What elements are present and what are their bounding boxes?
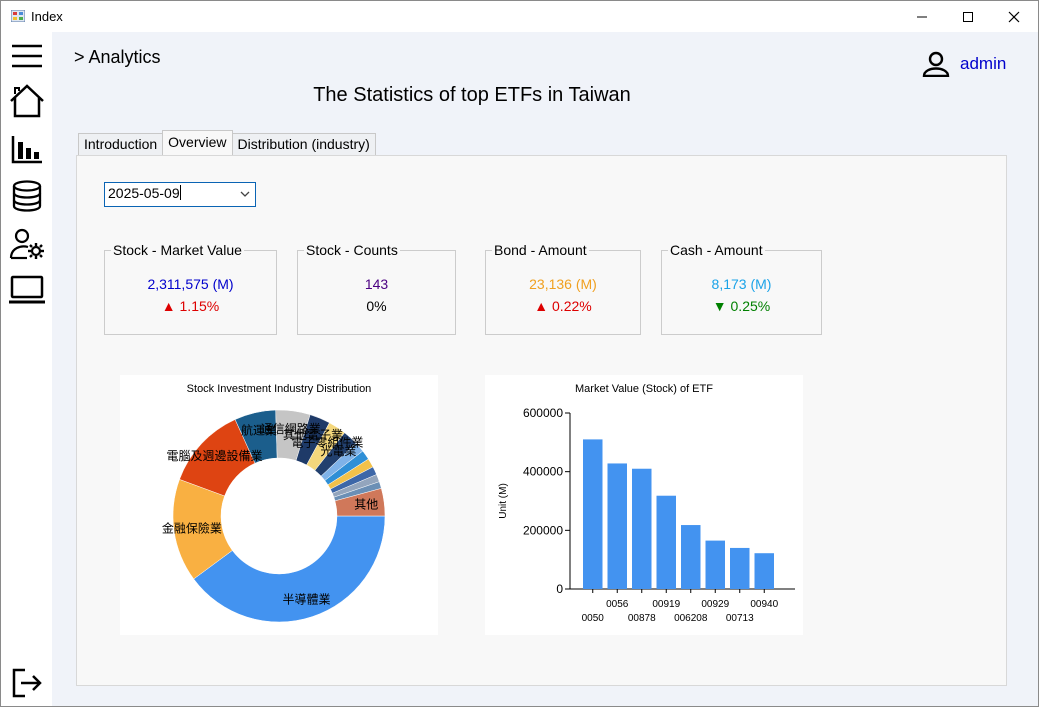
- stat-value: 2,311,575 (M): [147, 276, 234, 292]
- x-tick-label: 00940: [750, 599, 778, 610]
- sidebar-item-home[interactable]: [7, 82, 47, 120]
- chart-title: Stock Investment Industry Distribution: [186, 383, 372, 395]
- bar: [583, 439, 603, 589]
- stat-title: Stock - Market Value: [111, 242, 244, 258]
- menu-button[interactable]: [7, 37, 47, 75]
- stat-value: 8,173 (M): [711, 276, 772, 292]
- laptop-icon: [9, 275, 45, 304]
- stat-value: 143: [364, 276, 389, 292]
- chevron-down-icon: [240, 191, 250, 197]
- close-button[interactable]: [991, 1, 1037, 32]
- market-value-bar-chart: Market Value (Stock) of ETF 0 200000 40000…: [485, 375, 803, 635]
- y-tick-label: 400000: [523, 465, 563, 479]
- x-tick-label: 00929: [701, 599, 729, 610]
- donut-slice-label: 航運業: [241, 422, 277, 437]
- close-icon: [1008, 11, 1020, 22]
- stat-value: 23,136 (M): [529, 276, 597, 292]
- user-icon: [922, 51, 950, 77]
- stat-change: ▼ 0.25%: [712, 298, 771, 314]
- home-icon: [10, 84, 44, 118]
- bar: [607, 463, 627, 589]
- stat-change: ▲ 0.22%: [534, 298, 592, 314]
- maximize-icon: [963, 11, 973, 22]
- y-axis-label: Unit (M): [498, 483, 509, 519]
- stat-change: 0%: [366, 298, 387, 314]
- sidebar-item-analytics[interactable]: [7, 130, 47, 168]
- tab-introduction[interactable]: Introduction: [78, 133, 164, 155]
- database-icon: [12, 180, 42, 212]
- maximize-button[interactable]: [945, 1, 991, 32]
- stat-title: Stock - Counts: [304, 242, 400, 258]
- bar: [754, 553, 774, 589]
- x-tick-label: 00713: [726, 613, 754, 624]
- donut-slice: [334, 488, 386, 517]
- window-title: Index: [31, 9, 63, 24]
- bar-chart-icon: [11, 136, 42, 164]
- logout-button[interactable]: [7, 664, 47, 702]
- bar: [632, 468, 652, 589]
- donut-slice-label: 電腦及週邊設備業: [167, 448, 263, 463]
- bar: [730, 547, 750, 589]
- industry-donut-chart: Stock Investment Industry Distribution 半…: [120, 375, 438, 635]
- title-bar: Index: [1, 1, 1038, 32]
- overview-panel: 2025-05-09 Stock - Market Value 2,311,57…: [76, 155, 1007, 686]
- date-select-value: 2025-05-09: [108, 185, 180, 201]
- donut-slice-label: 半導體業: [283, 593, 331, 607]
- page-title: The Statistics of top ETFs in Taiwan: [313, 84, 631, 106]
- x-tick-label: 006208: [674, 613, 708, 624]
- sidebar-item-devices[interactable]: [7, 271, 47, 309]
- x-tick-label: 0056: [606, 599, 629, 610]
- minimize-icon: [917, 16, 927, 17]
- logout-icon: [12, 668, 42, 698]
- stat-change: ▲ 1.15%: [161, 298, 220, 314]
- main-content: > Analytics admin The Statistics of top …: [52, 32, 1038, 706]
- user-menu[interactable]: admin: [922, 51, 1006, 77]
- donut-slice: [193, 515, 386, 623]
- donut-slice-label: 其他電子業: [283, 428, 343, 442]
- stat-title: Cash - Amount: [668, 242, 765, 258]
- sidebar: [1, 32, 52, 706]
- y-tick-label: 200000: [523, 523, 563, 537]
- minimize-button[interactable]: [899, 1, 945, 32]
- x-tick-label: 0050: [582, 613, 605, 624]
- stat-bond-amount: Bond - Amount 23,136 (M) ▲ 0.22%: [485, 242, 641, 335]
- breadcrumb: > Analytics: [74, 47, 161, 67]
- username[interactable]: admin: [960, 54, 1007, 73]
- stat-stock-counts: Stock - Counts 143 0%: [297, 242, 456, 335]
- sidebar-item-database[interactable]: [7, 177, 47, 215]
- stat-title: Bond - Amount: [492, 242, 589, 258]
- bar: [656, 495, 676, 589]
- tab-distribution-industry[interactable]: Distribution (industry): [231, 133, 376, 155]
- user-settings-icon: [9, 228, 44, 260]
- stat-cash-amount: Cash - Amount 8,173 (M) ▼ 0.25%: [661, 242, 822, 335]
- date-select[interactable]: 2025-05-09: [104, 182, 256, 207]
- text-cursor: [179, 185, 181, 200]
- app-icon: [11, 10, 25, 22]
- donut-slice-label: 金融保險業: [162, 520, 222, 535]
- bar: [681, 525, 701, 589]
- donut-slice-label: 其他: [354, 497, 378, 511]
- tab-bar: Introduction Overview Distribution (indu…: [78, 130, 376, 155]
- x-tick-label: 00919: [652, 599, 680, 610]
- tab-overview[interactable]: Overview: [162, 130, 233, 155]
- stat-stock-market-value: Stock - Market Value 2,311,575 (M) ▲ 1.1…: [104, 242, 277, 335]
- donut-svg: 半導體業 金融保險業 電腦及週邊設備業 航運業通信網路業其他電子業電子零組件業光電業其…: [162, 409, 386, 623]
- donut-slice-label: 通信網路業: [261, 421, 321, 436]
- donut-slice-label: 電子零組件業: [291, 435, 363, 449]
- y-tick-label: 600000: [523, 406, 563, 420]
- donut-slice-label: 光電業: [320, 444, 356, 458]
- x-tick-label: 00878: [628, 613, 656, 624]
- bar: [705, 540, 725, 589]
- sidebar-item-user-settings[interactable]: [7, 225, 47, 263]
- chart-title: Market Value (Stock) of ETF: [575, 383, 713, 395]
- y-tick-label: 0: [556, 582, 563, 596]
- menu-icon: [12, 44, 42, 68]
